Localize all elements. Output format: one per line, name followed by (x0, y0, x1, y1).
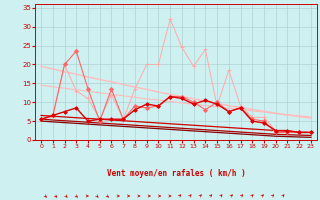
X-axis label: Vent moyen/en rafales ( km/h ): Vent moyen/en rafales ( km/h ) (107, 169, 245, 178)
